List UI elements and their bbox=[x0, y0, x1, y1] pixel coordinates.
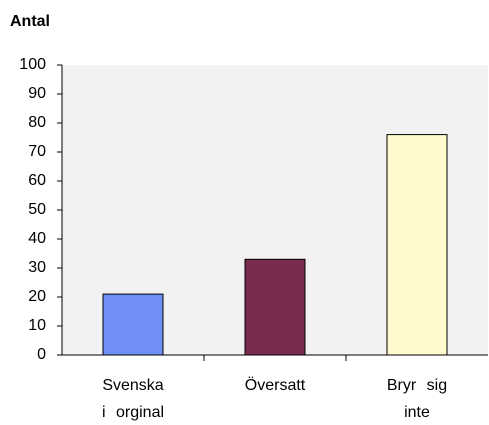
y-tick-label: 100 bbox=[19, 56, 46, 73]
y-tick-label: 60 bbox=[28, 172, 46, 189]
x-tick-label-box: Översatt bbox=[244, 377, 306, 394]
y-tick-label: 80 bbox=[28, 114, 46, 131]
y-tick-label: 0 bbox=[37, 346, 46, 363]
x-tick-label-box: Bryr sig inte bbox=[386, 377, 448, 421]
x-tick-label: Bryr sig inte bbox=[386, 377, 448, 421]
bar bbox=[244, 258, 306, 356]
y-tick-label: 70 bbox=[28, 143, 46, 160]
bar bbox=[386, 134, 448, 356]
y-tick-label: 90 bbox=[28, 85, 46, 102]
chart-title: Antal bbox=[10, 13, 50, 30]
x-tick-label: Svenska i orginal bbox=[101, 377, 165, 421]
y-tick-label: 50 bbox=[28, 201, 46, 218]
y-tick-label: 20 bbox=[28, 288, 46, 305]
x-tick-label-box: Svenska i orginal bbox=[101, 377, 165, 421]
y-tick-label: 10 bbox=[28, 317, 46, 334]
bar bbox=[102, 293, 164, 356]
y-tick-label: 30 bbox=[28, 259, 46, 276]
y-tick-label: 40 bbox=[28, 230, 46, 247]
x-tick-label: Översatt bbox=[244, 377, 306, 394]
